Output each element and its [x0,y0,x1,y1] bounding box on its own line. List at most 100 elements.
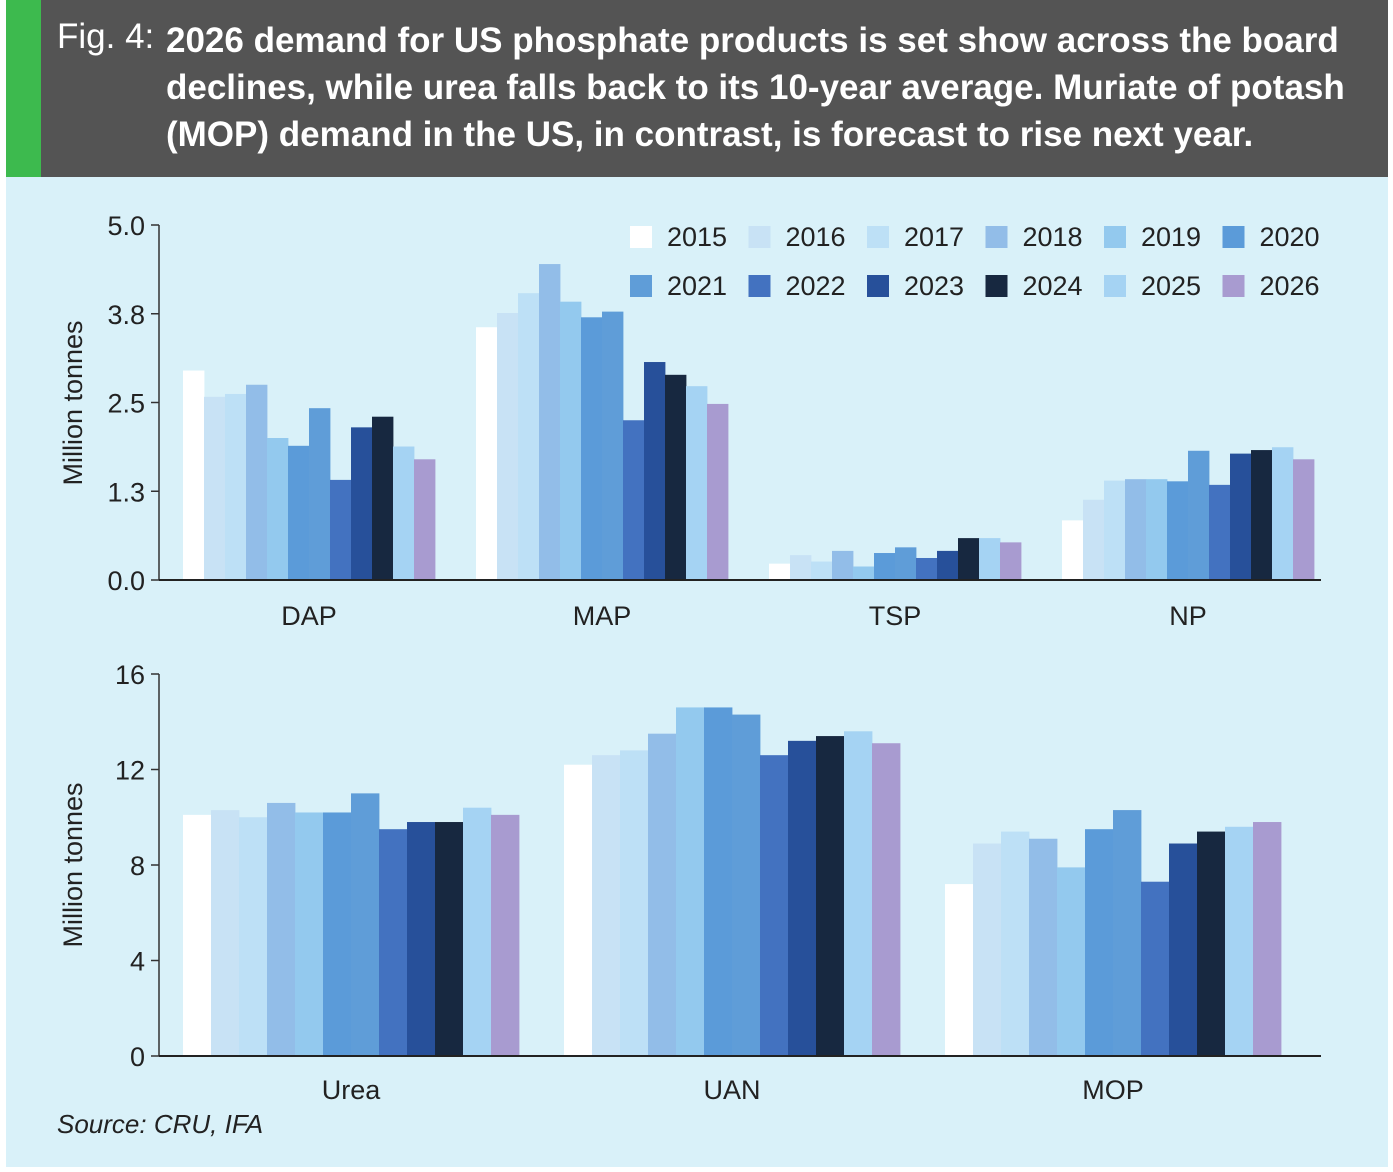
bar-np-2022 [1209,484,1231,580]
bar-uan-2024 [816,736,845,1056]
bar-tsp-2015 [769,563,791,580]
bar-dap-2018 [246,384,268,580]
source-note: Source: CRU, IFA [57,1109,264,1139]
bar-np-2024 [1251,450,1273,580]
chart-1: 0.0 1.3 2.5 3.8 5.0 Million tonnes DAP MAP TSP NP [58,211,1321,631]
y-tick-label: 8 [130,851,145,881]
legend-swatch-2021 [630,275,652,297]
x-category-label: DAP [281,601,337,631]
legend-label-2024: 2024 [1023,271,1083,301]
bar-tsp-2023 [937,550,959,580]
legend-label-2016: 2016 [786,222,846,252]
bar-uan-2020 [704,707,733,1056]
legend-label-2021: 2021 [667,271,727,301]
legend-label-2023: 2023 [904,271,964,301]
bar-tsp-2017 [811,561,833,580]
bar-map-2015 [476,327,498,580]
bar-urea-2019 [295,812,324,1056]
bar-urea-2025 [463,807,492,1056]
bar-urea-2020 [323,812,352,1056]
bar-urea-2017 [239,817,268,1056]
bar-tsp-2018 [832,550,854,580]
bar-mop-2020 [1085,829,1114,1056]
bar-mop-2026 [1253,822,1282,1056]
bar-uan-2023 [788,740,817,1056]
legend-swatch-2023 [867,275,889,297]
figure-header: Fig. 4: 2026 demand for US phosphate pro… [6,0,1388,177]
bar-np-2015 [1062,520,1084,580]
bar-tsp-2019 [853,566,875,580]
figure-label: Fig. 4: [57,17,155,56]
x-category-label: MOP [1082,1075,1144,1105]
bar-dap-2016 [204,396,226,580]
bar-map-2020 [581,317,603,580]
bar-np-2023 [1230,453,1252,580]
bar-tsp-2024 [958,538,980,580]
bar-map-2026 [707,403,729,580]
bar-tsp-2022 [916,557,938,580]
bar-map-2021 [602,311,624,580]
bar-mop-2025 [1225,826,1254,1056]
bar-np-2018 [1125,479,1147,580]
y-tick-label: 0 [130,1042,145,1072]
bar-np-2020 [1167,481,1189,580]
y-axis-title: Million tonnes [58,320,88,485]
x-category-label: TSP [869,601,922,631]
chart-panel: 0.0 1.3 2.5 3.8 5.0 Million tonnes DAP MAP TSP NP… [6,177,1388,1167]
y-tick-label: 0.0 [107,566,145,596]
bar-tsp-2021 [895,547,917,580]
bar-tsp-2026 [1000,542,1022,580]
bar-uan-2022 [760,755,789,1056]
bar-mop-2022 [1141,881,1170,1056]
bar-uan-2026 [872,743,901,1056]
header-accent-bar [6,0,41,177]
bar-dap-2024 [372,416,394,580]
bar-map-2023 [644,362,666,580]
bar-mop-2015 [945,884,974,1056]
legend-label-2019: 2019 [1141,222,1201,252]
bar-urea-2016 [211,810,240,1056]
bar-map-2017 [518,293,540,580]
figure-title: 2026 demand for US phosphate products is… [166,21,1345,154]
y-tick-label: 3.8 [107,300,145,330]
legend-label-2025: 2025 [1141,271,1201,301]
bar-mop-2019 [1057,867,1086,1056]
bar-tsp-2016 [790,555,812,580]
x-category-label: NP [1169,601,1207,631]
bar-dap-2020 [288,445,310,580]
bar-uan-2018 [648,733,677,1056]
y-tick-label: 2.5 [107,389,145,419]
x-category-label: UAN [703,1075,760,1105]
bar-tsp-2020 [874,553,896,580]
legend-swatch-2018 [985,226,1008,248]
bar-map-2024 [665,374,687,580]
legend-swatch-2016 [748,226,771,248]
bar-map-2022 [623,420,645,580]
bar-np-2021 [1188,450,1210,580]
bar-mop-2024 [1197,831,1226,1056]
bar-tsp-2025 [979,538,1001,580]
bar-np-2019 [1146,479,1168,580]
y-tick-label: 4 [130,947,145,977]
bar-uan-2017 [620,750,649,1056]
y-tick-label: 12 [115,756,145,786]
bar-urea-2018 [267,802,296,1056]
bar-map-2019 [560,301,582,580]
bar-dap-2026 [414,459,436,580]
bar-mop-2016 [973,843,1002,1056]
x-category-label: Urea [322,1075,382,1105]
bar-dap-2023 [351,427,373,580]
bar-uan-2015 [564,764,593,1056]
chart-2: 0 4 8 12 16 Million tonnes Urea UAN MOP [58,660,1321,1105]
legend-label-2020: 2020 [1260,222,1320,252]
bar-urea-2024 [435,822,464,1056]
legend-swatch-2017 [867,226,889,248]
bar-urea-2021 [351,793,380,1056]
bar-uan-2025 [844,731,873,1056]
y-tick-label: 5.0 [107,211,145,241]
bar-dap-2022 [330,479,352,580]
bar-mop-2023 [1169,843,1198,1056]
bar-uan-2019 [676,707,705,1056]
legend-label-2022: 2022 [786,271,846,301]
bar-uan-2016 [592,755,621,1056]
